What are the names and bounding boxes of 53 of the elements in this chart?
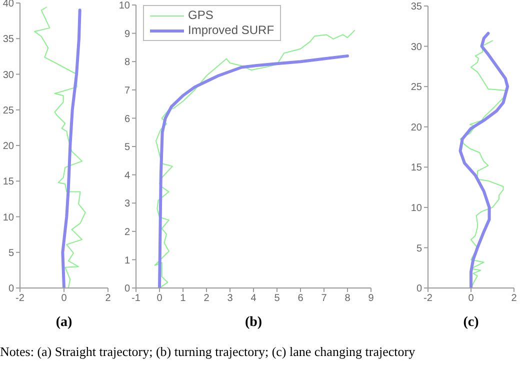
y-tick-label: 20 <box>410 122 422 134</box>
y-tick-label: 30 <box>410 42 422 53</box>
x-tick-label: 0 <box>468 293 474 304</box>
y-tick-label: 6 <box>124 114 130 125</box>
y-tick-label: 25 <box>2 105 14 116</box>
x-axis-title: (b) <box>244 315 262 330</box>
y-tick-label: 7 <box>124 85 130 96</box>
line-series <box>34 6 86 288</box>
y-tick-label: 30 <box>2 70 14 81</box>
y-tick-label: 15 <box>410 162 422 174</box>
y-tick-label: 5 <box>416 243 422 254</box>
y-tick-label: 15 <box>2 176 14 188</box>
y-tick-label: 5 <box>124 142 130 154</box>
line-series <box>61 8 82 288</box>
y-tick-label: 10 <box>2 212 14 224</box>
x-tick-label: 2 <box>511 293 518 304</box>
x-tick-label: 0 <box>61 293 68 304</box>
x-tick-label: -2 <box>16 293 25 304</box>
x-tick-label: 9 <box>368 293 374 304</box>
text: Notes: (a) Straight trajectory; (b) turning trajectory; (c) lane changing trajectory <box>0 344 416 360</box>
y-tick-label: 9 <box>124 28 130 40</box>
x-tick-label: -1 <box>132 293 141 304</box>
y-tick-label: 35 <box>410 2 422 13</box>
legend-label: Improved SURF <box>188 23 274 38</box>
x-axis-title: (a) <box>56 315 72 330</box>
y-tick-label: 2 <box>124 226 130 238</box>
y-tick-label: 0 <box>124 284 130 295</box>
x-tick-label: 6 <box>298 293 304 304</box>
legend-label: GPS <box>188 8 214 23</box>
y-tick-label: 25 <box>410 82 422 94</box>
y-tick-label: 0 <box>8 284 14 295</box>
y-tick-label: 3 <box>124 198 130 210</box>
y-tick-label: 35 <box>2 34 14 46</box>
y-tick-label: 40 <box>2 0 14 10</box>
y-tick-label: 1 <box>124 255 130 266</box>
y-tick-label: 0 <box>416 284 422 295</box>
x-tick-label: 7 <box>321 293 328 304</box>
x-tick-label: 0 <box>156 293 163 304</box>
x-tick-label: 5 <box>274 293 280 304</box>
x-tick-label: 8 <box>344 293 351 304</box>
y-tick-label: 5 <box>8 248 14 259</box>
x-tick-label: 1 <box>180 293 186 304</box>
x-tick-label: 4 <box>250 293 257 304</box>
y-tick-label: 10 <box>118 0 130 12</box>
y-tick-label: 8 <box>124 57 130 68</box>
x-tick-label: -2 <box>424 293 433 304</box>
x-tick-label: 2 <box>204 293 210 304</box>
y-tick-label: 20 <box>2 141 14 152</box>
x-tick-label: 3 <box>227 293 234 304</box>
y-tick-label: 10 <box>410 202 422 214</box>
x-tick-label: 2 <box>105 293 112 304</box>
x-axis-title: (c) <box>463 315 480 330</box>
y-tick-label: 4 <box>124 170 130 182</box>
